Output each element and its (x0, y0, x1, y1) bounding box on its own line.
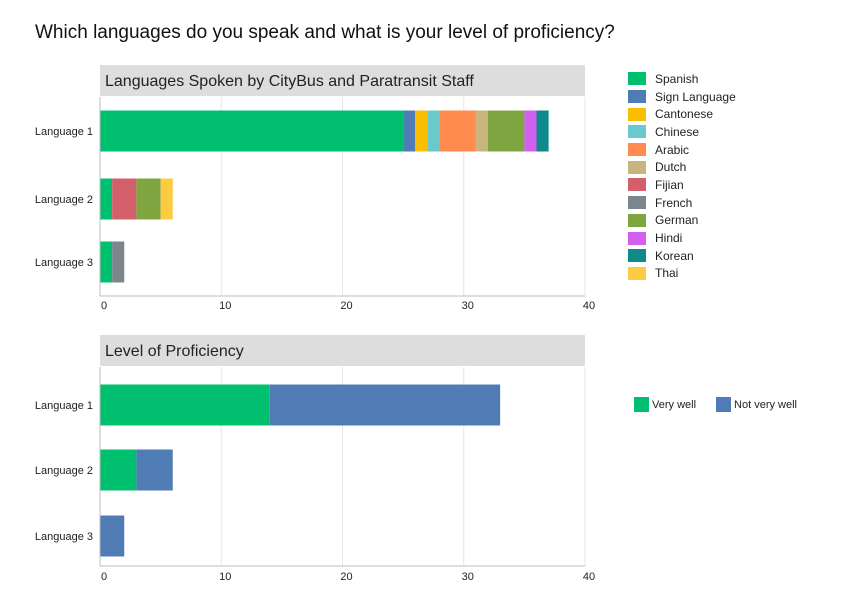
chart2-x-tick-label: 40 (583, 571, 595, 583)
legend-item-korean: Korean (628, 247, 736, 265)
legend-languages: Spanish Sign Language Cantonese Chinese Arab… (628, 70, 736, 282)
chart2-bar-language-1-very-well (100, 384, 270, 426)
legend-item-dutch: Dutch (628, 158, 736, 176)
legend-swatch (628, 178, 646, 192)
chart1-title-band (100, 65, 585, 96)
legend-label: Not very well (734, 398, 797, 411)
legend-proficiency: Very well Not very well (634, 396, 817, 414)
legend-swatch (628, 213, 646, 227)
chart1-x-tick-label: 20 (340, 300, 352, 312)
chart1-bar-language-1-chinese (427, 110, 440, 152)
chart1-bar-language-2-thai (160, 178, 173, 220)
legend-item-fijian: Fijian (628, 176, 736, 194)
legend-item-not-very-well: Not very well (716, 396, 797, 414)
chart2-x-tick-label: 20 (340, 571, 352, 583)
legend-label: German (655, 213, 699, 228)
legend-label: Fijian (655, 177, 684, 192)
chart2-x-tick-label: 10 (219, 571, 231, 583)
legend-label: Very well (652, 398, 697, 411)
chart2-category-label: Language 2 (35, 465, 93, 477)
chart2-category-label: Language 3 (35, 531, 93, 543)
chart1-bar-language-1-german (488, 110, 525, 152)
legend-item-sign-language: Sign Language (628, 88, 736, 106)
chart1-x-tick-label: 30 (462, 300, 474, 312)
chart1-bar-language-1-arabic (439, 110, 476, 152)
legend-item-german: German (628, 212, 736, 230)
legend-label: Arabic (655, 142, 690, 157)
legend-item-spanish: Spanish (628, 70, 736, 88)
chart2-x-tick-label: 0 (101, 571, 107, 583)
survey-question: Which languages do you speak and what is… (35, 22, 615, 43)
chart1-bar-language-1-dutch (475, 110, 488, 152)
legend-swatch (634, 397, 649, 413)
legend-item-very-well: Very well (634, 396, 696, 414)
chart1-bar-language-2-fijian (112, 178, 137, 220)
legend-swatch (628, 196, 646, 210)
legend-swatch (716, 397, 732, 413)
chart2-title: Level of Proficiency (105, 343, 244, 360)
chart1-x-tick-label: 10 (219, 300, 231, 312)
legend-swatch (628, 90, 646, 104)
legend-item-arabic: Arabic (628, 141, 736, 159)
chart2-bar-language-2-not-very-well (136, 449, 173, 491)
chart1-x-tick-label: 0 (101, 300, 107, 312)
chart1-category-label: Language 3 (35, 257, 93, 269)
legend-swatch (628, 160, 646, 174)
legend-swatch (628, 249, 646, 263)
chart2-x-tick-label: 30 (462, 571, 474, 583)
chart1-bar-language-1-hindi (524, 110, 537, 152)
chart1-title: Languages Spoken by CityBus and Paratran… (105, 73, 474, 90)
chart1-bar-language-3-spanish (100, 241, 113, 283)
legend-label: Dutch (655, 160, 687, 175)
chart2-bar-language-1-not-very-well (269, 384, 501, 426)
chart2-title-band (100, 335, 585, 366)
legend-item-cantonese: Cantonese (628, 105, 736, 123)
chart1-category-label: Language 2 (35, 194, 93, 206)
chart2-bar-language-2-very-well (100, 449, 137, 491)
legend-label: French (655, 195, 693, 210)
legend-item-thai: Thai (628, 265, 736, 283)
legend-swatch (628, 266, 646, 280)
legend-label: Hindi (655, 231, 683, 246)
chart1-bar-language-1-korean (536, 110, 549, 152)
legend-label: Korean (655, 248, 694, 263)
legend-swatch (628, 72, 646, 86)
legend-swatch (628, 231, 646, 245)
legend-label: Cantonese (655, 107, 714, 122)
legend-label: Sign Language (655, 89, 736, 104)
legend-item-chinese: Chinese (628, 123, 736, 141)
chart1-bar-language-2-spanish (100, 178, 113, 220)
chart1-category-label: Language 1 (35, 126, 93, 138)
chart1-bar-language-1-spanish (100, 110, 404, 152)
legend-label: Chinese (655, 124, 700, 139)
chart1-x-tick-label: 40 (583, 300, 595, 312)
chart1-bar-language-1-sign-language (403, 110, 416, 152)
legend-swatch (628, 107, 646, 121)
chart1-bar-language-3-french (112, 241, 125, 283)
chart2-category-label: Language 1 (35, 400, 93, 412)
legend-swatch (628, 143, 646, 157)
chart1-bar-language-2-german (136, 178, 161, 220)
chart1-bar-language-1-cantonese (415, 110, 428, 152)
legend-item-french: French (628, 194, 736, 212)
legend-label: Thai (655, 266, 679, 281)
chart2-bar-language-3-not-very-well (100, 515, 125, 557)
legend-item-hindi: Hindi (628, 229, 736, 247)
legend-label: Spanish (655, 71, 699, 86)
legend-swatch (628, 125, 646, 139)
